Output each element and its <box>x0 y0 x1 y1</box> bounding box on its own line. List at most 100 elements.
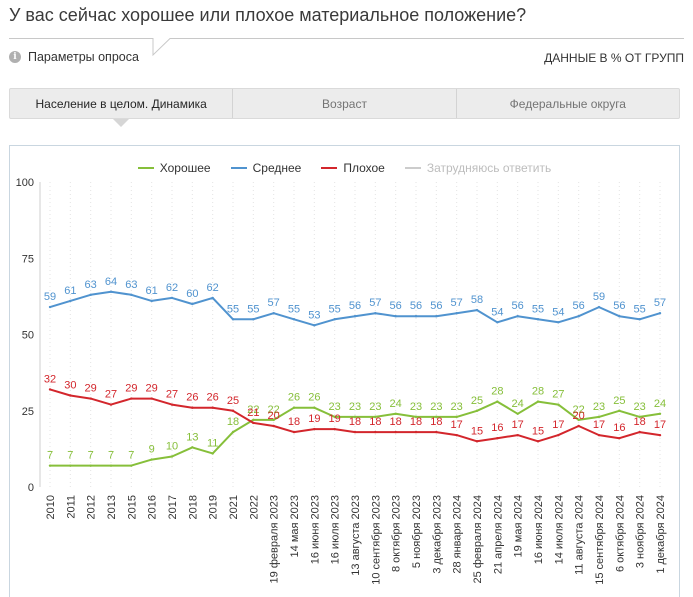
chart-container: Хорошее Среднее Плохое Затрудняюсь ответ… <box>9 145 680 597</box>
series-1-point <box>150 299 153 303</box>
tab-federal-districts[interactable]: Федеральные округа <box>455 89 679 118</box>
series-2-data-label: 17 <box>593 419 605 431</box>
y-axis-ticks: 0 25 50 75 100 <box>16 177 34 494</box>
legend-label: Среднее <box>252 161 302 175</box>
series-2-data-label: 18 <box>390 416 402 428</box>
y-tick-label: 0 <box>28 482 34 494</box>
series-2-point <box>191 406 194 409</box>
series-2-data-label: 25 <box>227 395 239 407</box>
page-title: У вас сейчас хорошее или плохое материал… <box>9 5 527 25</box>
x-tick-label: 2018 <box>187 495 199 519</box>
series-2-point <box>374 430 377 434</box>
series-2-data-label: 17 <box>552 419 564 431</box>
series-2-data-label: 20 <box>268 410 280 422</box>
series-0-data-label: 23 <box>634 401 646 413</box>
x-tick-label: 2019 <box>208 495 220 519</box>
series-2-point <box>150 397 153 400</box>
series-0-point <box>414 415 418 419</box>
x-tick-label: 3 декабря 2023 <box>431 495 443 574</box>
series-2-data-label: 18 <box>349 416 361 428</box>
series-1-data-label: 55 <box>532 303 544 315</box>
series-2-point <box>272 424 275 428</box>
y-tick-label: 100 <box>16 177 34 189</box>
series-0-data-label: 7 <box>108 450 114 462</box>
series-1-data-label: 62 <box>207 282 219 294</box>
series-0-point <box>252 418 255 422</box>
tab-population-dynamics[interactable]: Население в целом. Динамика <box>35 96 207 111</box>
data-units-note: ДАННЫЕ В % ОТ ГРУПП <box>544 51 684 65</box>
series-2-point <box>557 433 560 437</box>
series-2-data-label: 17 <box>512 419 524 431</box>
series-2-data-label: 27 <box>166 389 178 401</box>
series-2-point <box>475 440 479 443</box>
legend-label: Плохое <box>343 161 385 175</box>
series-0-point <box>557 403 560 406</box>
tab-age[interactable]: Возраст <box>232 89 455 118</box>
series-0-data-label: 28 <box>491 386 503 398</box>
series-2-point <box>353 430 357 434</box>
series-2-data-label: 16 <box>613 422 625 434</box>
series-0-data-label: 11 <box>207 437 218 449</box>
tab-bar: Население в целом. Динамика Возраст Феде… <box>9 88 680 119</box>
series-1-data-label: 56 <box>613 300 625 312</box>
series-1-point <box>618 315 621 318</box>
series-2-data-label: 26 <box>207 392 219 404</box>
series-2-point <box>577 424 580 428</box>
legend-swatch <box>137 167 154 169</box>
x-tick-label: 3 ноября 2024 <box>635 495 647 568</box>
series-1-data-label: 57 <box>451 297 463 309</box>
x-axis-ticks: 2010 2011 2012 2013 2015 2016 2017 2018 2019 2021… <box>45 495 667 585</box>
survey-params-toggle[interactable]: i Параметры опроса <box>9 50 139 64</box>
x-tick-label: 16 июня 2023 <box>309 495 321 564</box>
series-2-data-label: 29 <box>85 383 97 395</box>
series-1-data-label: 57 <box>268 297 280 309</box>
series-1-point <box>252 318 255 321</box>
series-2-point <box>211 406 214 409</box>
series-2-point <box>638 430 641 434</box>
series-0-point <box>313 406 316 409</box>
series-1-point <box>191 302 194 306</box>
legend-swatch <box>404 167 421 169</box>
legend-swatch <box>321 167 338 169</box>
series-1-data-label: 56 <box>349 300 361 312</box>
series-1-point <box>577 315 580 318</box>
x-tick-label: 19 февраля 2023 <box>269 495 281 583</box>
series-0-point <box>394 412 397 415</box>
series-2-data-label: 18 <box>369 416 381 428</box>
series-0-point <box>536 400 540 403</box>
x-tick-label: 21 апреля 2024 <box>492 495 504 574</box>
legend-item-undecided[interactable]: Затрудняюсь ответить <box>404 161 551 175</box>
series-0-data-label: 7 <box>67 450 73 462</box>
series-0-data-label: 23 <box>349 401 361 413</box>
legend-item-bad[interactable]: Плохое <box>321 161 385 175</box>
series-2-data-label: 15 <box>471 425 483 437</box>
series-2-point <box>536 440 540 443</box>
legend-item-average[interactable]: Среднее <box>230 161 302 175</box>
series-0-data-label: 26 <box>288 392 300 404</box>
legend-label: Хорошее <box>159 161 211 175</box>
series-2-data-label: 27 <box>105 389 117 401</box>
series-0-point <box>516 412 519 415</box>
series-2-point <box>333 427 336 431</box>
series-1-data-label: 63 <box>85 279 97 291</box>
series-2-point <box>130 397 133 400</box>
series-1-point <box>272 311 275 315</box>
series-1-data-label: 64 <box>105 276 117 288</box>
series-1-data-label: 57 <box>369 297 381 309</box>
series-1-point <box>89 293 92 297</box>
series-1-point <box>231 318 235 321</box>
series-0-data-label: 24 <box>390 398 402 410</box>
series-0-data-label: 26 <box>308 392 320 404</box>
series-2-point <box>597 433 601 437</box>
series-2-point <box>252 421 255 425</box>
series-2-point <box>313 427 316 431</box>
series-2-point <box>89 397 92 400</box>
legend-item-good[interactable]: Хорошее <box>137 161 211 175</box>
series-0-point <box>435 415 438 419</box>
series-0-data-label: 23 <box>451 401 463 413</box>
series-0-point <box>109 464 113 467</box>
series-0-point <box>496 400 499 403</box>
series-2-point <box>231 409 235 412</box>
series-2-data-label: 29 <box>125 383 137 395</box>
